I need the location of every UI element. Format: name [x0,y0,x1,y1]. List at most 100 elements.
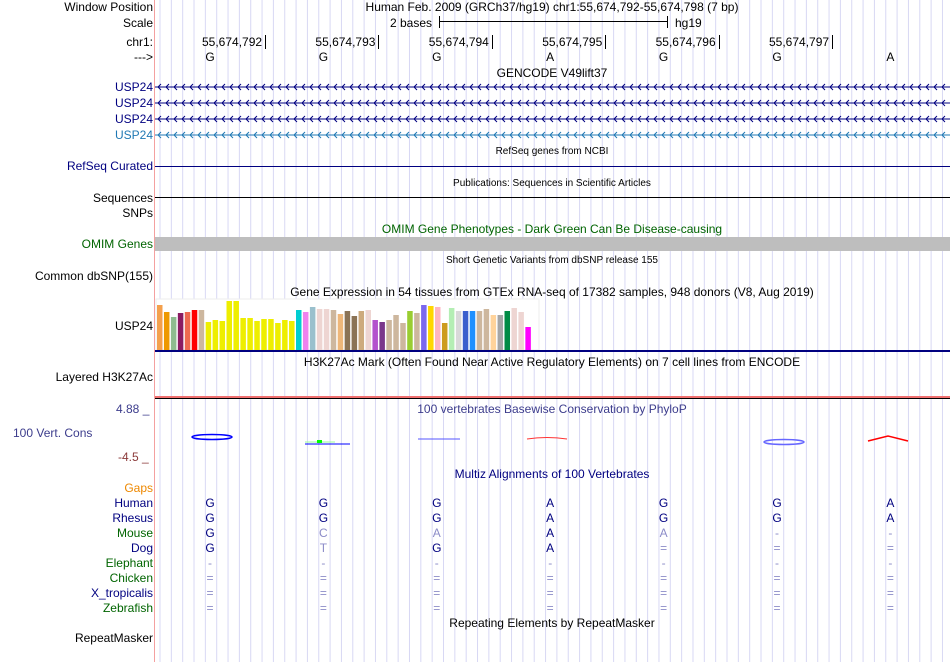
gtex-tissue-bar[interactable] [476,311,483,350]
gtex-label[interactable]: USP24 [114,319,153,333]
species-label[interactable]: Elephant [105,556,153,570]
gtex-tissue-bar[interactable] [344,311,351,350]
h3k27ac-label[interactable]: Layered H3K27Ac [55,370,153,384]
gtex-tissue-bar[interactable] [198,310,205,350]
species-label[interactable]: Zebrafish [102,601,153,615]
species-label[interactable]: Mouse [116,526,153,540]
gtex-tissue-bar[interactable] [483,309,490,350]
gtex-tissue-bar[interactable] [282,320,288,350]
gtex-tissue-bar[interactable] [462,311,469,350]
publications-label[interactable]: Sequences [92,191,153,205]
gtex-tissue-bar[interactable] [226,301,233,350]
gtex-tissue-bar[interactable] [247,318,253,350]
reference-base[interactable]: G [205,50,215,64]
gtex-tissue-bar[interactable] [177,313,184,350]
species-label[interactable]: Human [114,496,153,510]
gtex-tissue-bar[interactable] [157,305,163,350]
gtex-tissue-bar[interactable] [330,310,337,350]
gene-label-usp24[interactable]: USP24 [114,96,153,110]
gtex-tissue-bar[interactable] [219,321,226,350]
gtex-tissue-bar[interactable] [469,311,476,350]
reference-base[interactable]: A [546,50,555,64]
species-label[interactable]: X_tropicalis [90,586,153,600]
gtex-tissue-bar[interactable] [441,323,448,350]
gtex-tissue-bar[interactable] [289,321,295,350]
gene-label-usp24[interactable]: USP24 [114,80,153,94]
gtex-tissue-bar[interactable] [525,327,531,350]
cons-mark [191,433,233,441]
gtex-tissue-bar[interactable] [379,322,385,350]
gtex-tissue-bar[interactable] [428,306,434,350]
reference-base[interactable]: G [658,50,669,64]
gtex-tissue-bar[interactable] [365,310,372,350]
gtex-tissue-bar[interactable] [212,320,219,350]
gtex-tissue-bar[interactable] [518,312,524,350]
gtex-tissue-bar[interactable] [490,315,497,350]
omim-gene-bar[interactable] [155,237,950,251]
refseq-label[interactable]: RefSeq Curated [66,159,153,173]
gtex-tissue-bar[interactable] [316,309,323,350]
gtex-tissue-bar[interactable] [240,318,246,350]
gtex-tissue-bar[interactable] [163,312,170,350]
gtex-tissue-bar[interactable] [372,320,378,350]
gtex-tissue-bar[interactable] [191,310,198,350]
alignment-base: = [546,586,554,600]
gtex-tissue-bar[interactable] [170,317,177,350]
gtex-tissue-bar[interactable] [448,308,455,350]
reference-base[interactable]: A [886,50,895,64]
alignment-base: - [548,556,553,570]
reference-base[interactable]: G [772,50,782,64]
alignment-base: G [205,541,215,555]
gtex-tissue-bar[interactable] [337,314,344,350]
gtex-tissue-bar[interactable] [302,312,309,350]
reference-base[interactable]: G [432,50,442,64]
species-label[interactable]: Rhesus [112,511,153,525]
gtex-bar-chart[interactable] [155,298,540,350]
gene-label-usp24[interactable]: USP24 [114,128,153,142]
gene-label-usp24[interactable]: USP24 [114,112,153,126]
gene-track-usp24[interactable] [155,98,950,108]
alignment-base: = [546,571,554,585]
gtex-tissue-bar[interactable] [268,319,274,350]
reference-base[interactable]: G [318,50,329,64]
species-label[interactable]: Chicken [109,571,153,585]
gtex-tissue-bar[interactable] [358,311,365,350]
conservation-plot[interactable] [155,420,950,460]
gtex-tissue-bar[interactable] [511,308,517,350]
gtex-tissue-bar[interactable] [275,323,281,350]
alignment-base: = [319,571,327,585]
gtex-tissue-bar[interactable] [497,315,504,350]
gtex-tissue-bar[interactable] [414,313,420,350]
gene-track-usp24[interactable] [155,82,950,92]
conservation-label[interactable]: 100 Vert. Cons [13,426,93,440]
gtex-tissue-bar[interactable] [407,311,413,350]
repeatmasker-label[interactable]: RepeatMasker [74,631,153,645]
species-label[interactable]: Dog [130,541,153,555]
gtex-tissue-bar[interactable] [400,323,406,350]
snps-label[interactable]: SNPs [122,206,153,220]
gtex-tissue-bar[interactable] [323,309,330,350]
omim-label[interactable]: OMIM Genes [81,237,153,251]
gtex-tissue-bar[interactable] [504,311,511,350]
gene-track-usp24[interactable] [155,114,950,124]
conservation-title: 100 vertebrates Basewise Conservation by… [417,402,687,416]
gtex-tissue-bar[interactable] [296,310,302,350]
gtex-tissue-bar[interactable] [233,301,239,350]
gtex-tissue-bar[interactable] [393,315,399,350]
gtex-tissue-bar[interactable] [254,321,260,350]
gtex-tissue-bar[interactable] [435,307,441,350]
gaps-label[interactable]: Gaps [124,481,153,495]
gtex-tissue-bar[interactable] [184,312,191,350]
gene-track-usp24[interactable] [155,130,950,140]
gtex-tissue-bar[interactable] [455,311,462,350]
gtex-tissue-bar[interactable] [261,319,267,350]
gtex-tissue-bar[interactable] [205,322,212,350]
gtex-tissue-bar[interactable] [421,305,427,350]
publications-line[interactable] [155,197,950,198]
gtex-tissue-bar[interactable] [386,320,392,350]
dbsnp-label[interactable]: Common dbSNP(155) [34,269,153,283]
gtex-tissue-bar[interactable] [351,316,358,350]
gtex-tissue-bar[interactable] [309,307,316,350]
refseq-gene-line[interactable] [155,166,950,167]
